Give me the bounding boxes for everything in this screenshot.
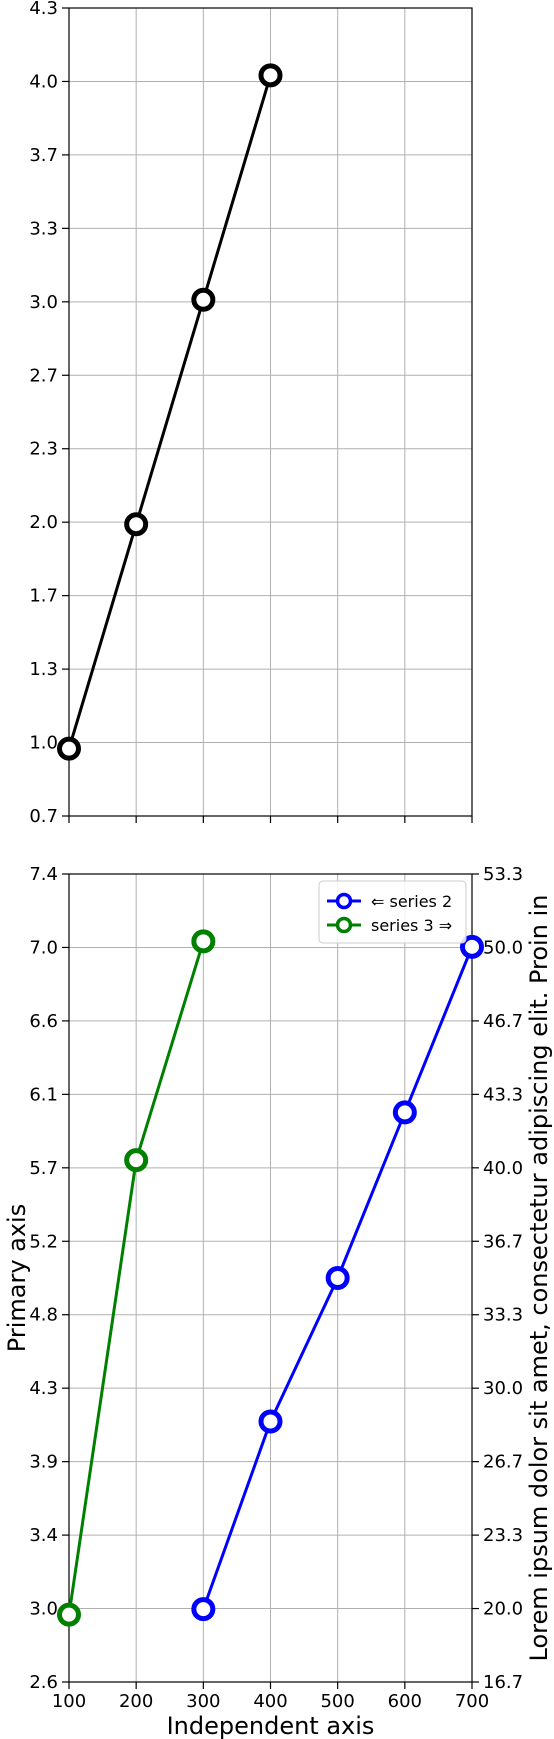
y-right-axis-title: Lorem ipsum dolor sit amet, consectetur … (525, 895, 553, 1662)
data-point (124, 512, 149, 537)
y-tick-label: 2.0 (29, 512, 58, 533)
y-right-tick-label: 46.7 (483, 1011, 523, 1032)
y-tick-label: 2.7 (29, 365, 58, 386)
y-right-tick-label: 50.0 (483, 937, 523, 958)
y-tick-label: 1.7 (29, 586, 58, 607)
y-tick-label: 3.4 (29, 1525, 58, 1546)
y-tick-label: 4.8 (29, 1305, 58, 1326)
y-tick-label: 3.3 (29, 218, 58, 239)
y-tick-label: 2.3 (29, 439, 58, 460)
y-tick-label: 3.0 (29, 292, 58, 313)
series-1 (57, 63, 283, 761)
x-tick-label: 700 (455, 1691, 489, 1712)
y-right-tick-label: 40.0 (483, 1158, 523, 1179)
y-axis-title: Primary axis (3, 1204, 31, 1352)
x-tick-label: 600 (388, 1691, 422, 1712)
y-right-tick-label: 43.3 (483, 1084, 523, 1105)
y-tick-label: 1.3 (29, 659, 58, 680)
y-tick-label: 4.0 (29, 71, 58, 92)
legend-label: series 3 ⇒ (371, 916, 452, 935)
y-tick-label: 5.7 (29, 1158, 58, 1179)
legend-frame (318, 880, 467, 944)
y-tick-label: 7.0 (29, 937, 58, 958)
y-tick-label: 0.7 (29, 806, 58, 827)
legend-label: ⇐ series 2 (371, 892, 452, 911)
chart-panel-2: 100 200 300 400 500 600 700 2.6 3.0 3.4 3.9 4.3 4.8 5… (3, 864, 553, 1739)
y-tick-label: 6.6 (29, 1011, 58, 1032)
series-line (67, 74, 272, 750)
y-right-tick-label: 53.3 (483, 864, 523, 885)
y-tick-label: 3.9 (29, 1452, 58, 1473)
series-1 (191, 934, 484, 1622)
x-tick-label: 500 (320, 1691, 354, 1712)
data-point (191, 287, 216, 312)
data-point (57, 1602, 81, 1627)
series-2 (57, 929, 216, 1627)
x-tick-label: 300 (186, 1691, 220, 1712)
legend-swatch-marker (335, 892, 353, 910)
y-tick-label: 1.0 (29, 733, 58, 754)
x-axis-title: Independent axis (167, 1712, 375, 1739)
chart-panel-1: 0.7 1.0 1.3 1.7 2.0 2.3 2.7 3.0 3.3 3.7 4.0 4.3 (29, 0, 473, 827)
y-right-tick-label: 26.7 (483, 1452, 523, 1473)
data-point (191, 1597, 216, 1622)
y-tick-label: 7.4 (29, 864, 58, 885)
y-tick-label: 3.0 (29, 1599, 58, 1620)
data-point (258, 63, 283, 88)
y-tick-label: 4.3 (29, 1378, 58, 1399)
data-point (191, 929, 216, 954)
data-point (460, 934, 484, 959)
y-right-tick-label: 30.0 (483, 1378, 523, 1399)
y-tick-label: 5.2 (29, 1231, 58, 1252)
data-point (57, 736, 81, 761)
y-tick-label: 2.6 (29, 1672, 58, 1693)
y-right-tick-label: 36.7 (483, 1231, 523, 1252)
y-tick-label: 4.3 (29, 0, 58, 19)
y-right-tick-label: 23.3 (483, 1525, 523, 1546)
y-right-tick-label: 20.0 (483, 1599, 523, 1620)
y-right-tick-label: 16.7 (483, 1672, 523, 1693)
legend: ⇐ series 2 series 3 ⇒ (318, 880, 467, 944)
x-tick-label: 100 (52, 1691, 86, 1712)
y-tick-label: 6.1 (29, 1084, 58, 1105)
data-point (124, 1148, 149, 1173)
x-tick-label: 400 (253, 1691, 287, 1712)
x-tick-label: 200 (119, 1691, 153, 1712)
data-point (392, 1100, 417, 1125)
y-right-tick-label: 33.3 (483, 1305, 523, 1326)
data-point (325, 1266, 350, 1290)
data-point (258, 1409, 283, 1434)
y-tick-label: 3.7 (29, 145, 58, 166)
legend-swatch-marker (335, 916, 353, 934)
